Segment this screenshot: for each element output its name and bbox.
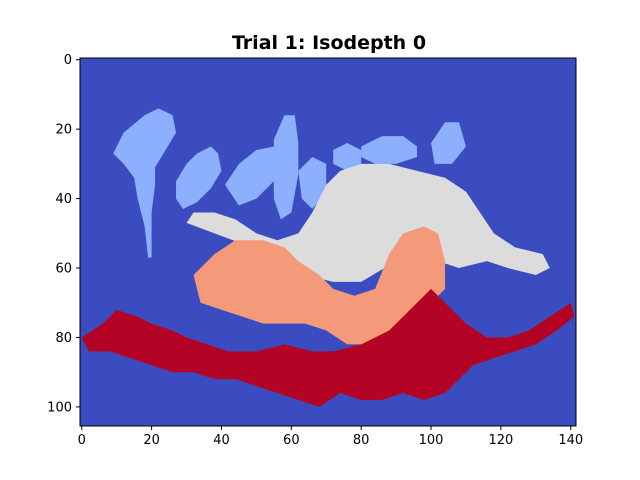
heatmap-region-level-3: [193, 226, 446, 345]
x-tick-label: 80: [353, 433, 370, 448]
heatmap-plot-area: [80, 58, 576, 426]
heatmap-region-level-1: [333, 143, 362, 171]
x-tick-label: 140: [558, 433, 583, 448]
chart-title: Trial 1: Isodepth 0: [232, 32, 426, 54]
x-tick-label: 0: [78, 433, 86, 448]
y-axis: 0 20 40 60 80 100: [47, 53, 80, 415]
x-tick-label: 40: [213, 433, 230, 448]
x-tick-label: 120: [488, 433, 513, 448]
y-tick-label: 40: [55, 192, 72, 207]
x-tick-label: 100: [419, 433, 444, 448]
heatmap-region-level-1: [361, 136, 418, 164]
heatmap-region-level-1: [298, 156, 327, 210]
heatmap-region-level-1: [273, 115, 299, 220]
heatmap-region-level-4: [81, 288, 575, 407]
y-tick-label: 20: [55, 123, 72, 138]
y-tick-label: 80: [55, 331, 72, 346]
axes-frame: [79, 57, 577, 427]
heatmap-region-level-1: [431, 122, 466, 164]
heatmap-region-level-1: [224, 146, 281, 206]
x-tick-label: 60: [283, 433, 300, 448]
x-axis: 0 20 40 60 80 100 120 140: [78, 426, 583, 448]
y-tick-label: 100: [47, 400, 72, 415]
y-tick-label: 0: [64, 53, 72, 68]
heatmap-region-level-1: [113, 108, 177, 258]
y-tick-label: 60: [55, 262, 72, 277]
x-tick-label: 20: [143, 433, 160, 448]
heatmap-region-level-1: [176, 146, 222, 210]
